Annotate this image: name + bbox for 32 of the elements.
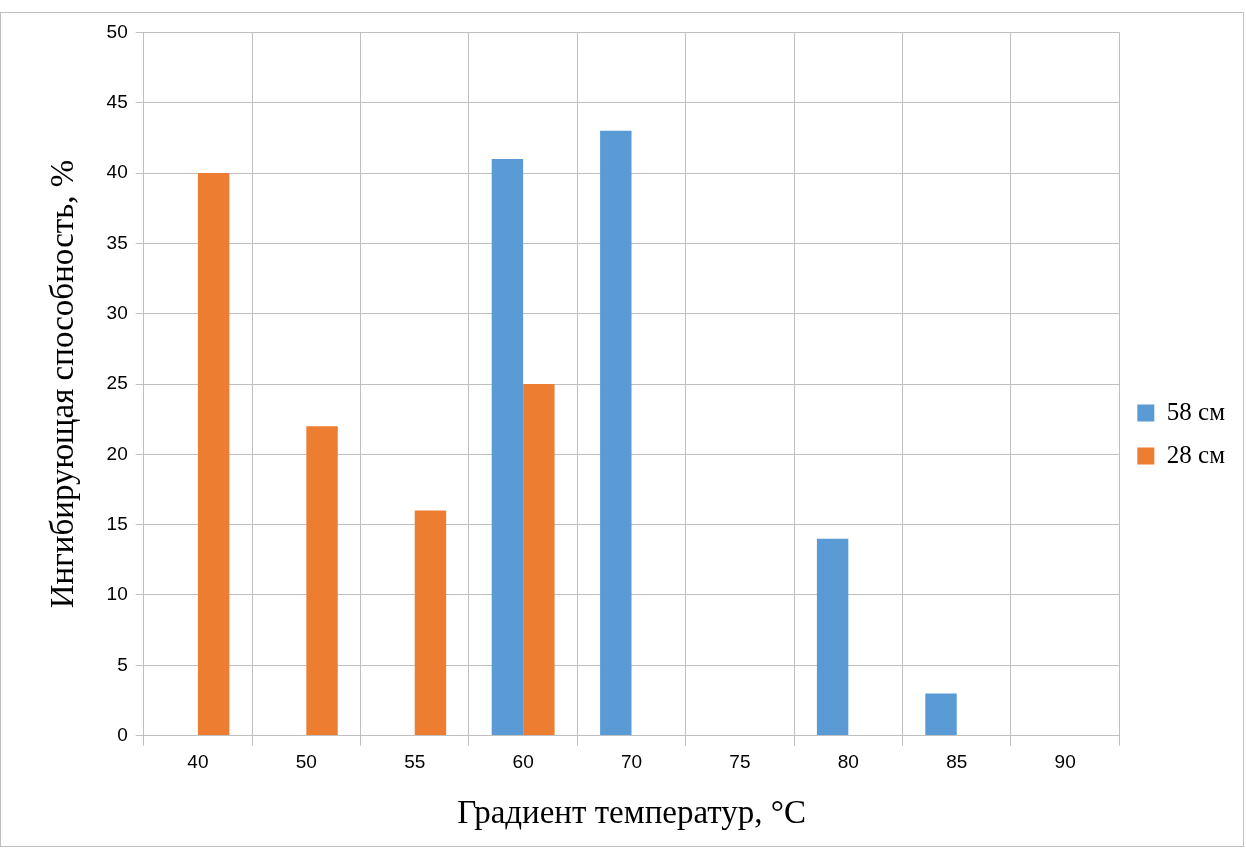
x-tick-label: 50 [295, 751, 317, 773]
bar [523, 384, 555, 736]
bar [600, 130, 632, 736]
bar [414, 510, 447, 736]
y-tick-label: 20 [106, 442, 128, 464]
x-tick-label: 60 [512, 751, 534, 773]
y-tick-label: 50 [106, 20, 128, 42]
bar [816, 538, 849, 736]
bar [306, 426, 338, 736]
x-tick-label: 80 [837, 751, 859, 773]
x-tick-label: 90 [1054, 751, 1076, 773]
y-tick-label: 10 [106, 583, 128, 605]
x-tick-label: 85 [946, 751, 968, 773]
y-tick-label: 0 [117, 723, 128, 745]
y-tick-label: 5 [117, 653, 128, 675]
bar [491, 158, 524, 736]
y-axis-title: Ингибирующая способность, % [44, 159, 81, 609]
x-tick-label: 55 [404, 751, 426, 773]
x-axis-title: Градиент температур, °C [457, 793, 806, 830]
y-tick-label: 30 [106, 301, 128, 323]
bar [925, 693, 957, 736]
y-tick-label: 40 [106, 161, 128, 183]
bar [197, 173, 230, 736]
y-tick-label: 25 [106, 372, 128, 394]
y-tick-label: 15 [106, 512, 128, 534]
x-tick-label: 40 [187, 751, 209, 773]
y-tick-label: 45 [106, 90, 128, 112]
y-tick-label: 35 [106, 231, 128, 253]
x-tick-label: 75 [729, 751, 751, 773]
legend-label: 28 см [1166, 440, 1226, 468]
legend-label: 58 см [1166, 397, 1226, 425]
x-tick-label: 70 [620, 751, 643, 773]
